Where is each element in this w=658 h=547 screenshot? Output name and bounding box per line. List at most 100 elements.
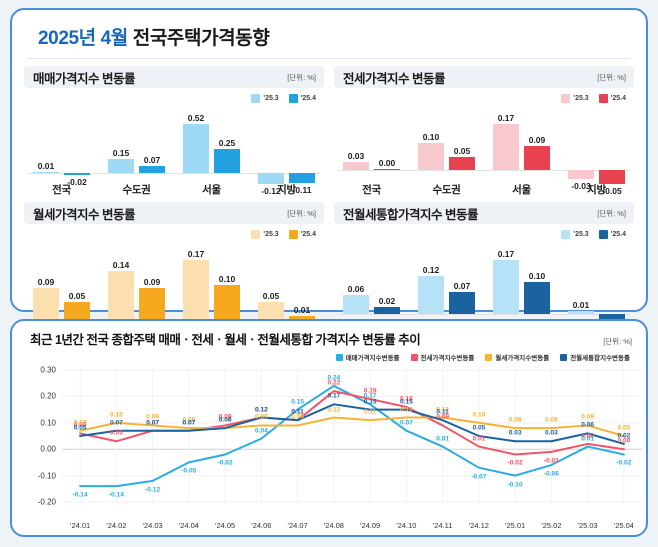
trend-point-label: 0.09 (218, 413, 232, 421)
x-axis-tick-label: '25.03 (577, 521, 598, 530)
bar (599, 313, 625, 320)
bar-column: 0.02 (372, 242, 402, 334)
legend-label: '25.4 (610, 95, 626, 102)
bar-value-label: -0.03 (571, 180, 591, 191)
trend-header: 최근 1년간 전국 종합주택 매매ㆍ전세ㆍ월세ㆍ전월세통합 가격지수 변동률 추… (22, 329, 636, 348)
panel-plot: 0.01 -0.02 전국 0.15 0.07 수도권 0.52 0.25 서울 -0.12 -0.… (24, 106, 324, 198)
legend-swatch-icon (485, 353, 493, 361)
legend-swatch-icon (288, 230, 298, 239)
trend-point-label: 0.07 (109, 419, 123, 427)
y-axis-tick-label: 0.20 (40, 391, 56, 401)
bar-value-label: 0.01 (37, 160, 55, 171)
bar (108, 270, 134, 320)
trend-unit-note: [단위: %] (603, 337, 632, 346)
bar-column: -0.05 (597, 106, 627, 198)
trend-point-label: 0.06 (581, 421, 595, 429)
trend-point-label: -0.02 (217, 459, 233, 467)
bar-pair: 0.52 0.25 (174, 106, 249, 198)
bar-column: 0.14 (106, 242, 136, 334)
bar-pair: -0.03 -0.05 (559, 106, 634, 198)
bar-column: 0.17 (491, 242, 521, 334)
bar-column: -0.11 (287, 106, 317, 198)
bar-column: 0.07 (447, 242, 477, 334)
trend-point-label: 0.15 (363, 398, 377, 406)
bar (64, 302, 90, 320)
legend-swatch-icon (561, 230, 571, 239)
bar-value-label: 0.05 (453, 145, 471, 156)
legend-label: '25.3 (573, 231, 589, 238)
panel-unit-note: [단위: %] (287, 72, 316, 82)
bar-pair: 0.17 0.09 (484, 106, 559, 198)
trend-point-label: 0.17 (363, 392, 377, 400)
bar-category-label: 서울 (202, 184, 221, 196)
bar-column: 0.10 (522, 242, 552, 334)
trend-point-label: 0.08 (218, 416, 232, 424)
bar (33, 288, 59, 320)
bar (524, 282, 550, 314)
bar-value-label: 0.17 (497, 249, 515, 259)
bar (449, 291, 475, 314)
trend-point-label: 0.08 (508, 416, 522, 424)
trend-point-label: 0.03 (109, 429, 123, 437)
legend-label: '25.3 (573, 95, 589, 102)
bar-column: 0.05 (62, 242, 92, 334)
bar-value-label: 0.07 (453, 280, 471, 291)
legend-swatch-icon (251, 94, 261, 103)
bar-group: 0.17 0.09 서울 (484, 106, 559, 198)
bar-value-label: -0.12 (261, 186, 281, 196)
bar-category-label: 서울 (512, 184, 531, 196)
bar-pair: 0.01 -0.02 (24, 106, 99, 198)
trend-legend: 매매가격지수변동률 전세가격지수변동률 월세가격지수변동률 전월세통합지수변동률 (22, 352, 636, 362)
panel-title: 전월세통합가격지수 변동률 (343, 207, 478, 222)
trend-point-label: 0.00 (617, 437, 631, 445)
bar-pair: 0.09 0.05 (24, 242, 99, 334)
bar-value-label: 0.05 (68, 291, 86, 302)
trend-point-label: -0.07 (471, 473, 487, 481)
bar-value-label: 0.09 (143, 277, 161, 288)
panel-title: 전세가격지수 변동률 (343, 71, 445, 86)
bar-group: 0.140.09수도권 (99, 242, 174, 334)
legend-label: 전세가격지수변동률 (420, 355, 475, 362)
bar (214, 149, 240, 173)
bar-value-label: 0.06 (347, 283, 365, 294)
bar-group: 0.01 -0.02 전국 (24, 106, 99, 198)
legend-swatch-icon (335, 353, 343, 361)
trend-point-label: 0.12 (254, 406, 268, 414)
trend-point-label: 0.05 (617, 424, 631, 432)
x-axis-tick-label: '24.01 (70, 521, 91, 530)
trend-point-label: 0.01 (436, 435, 450, 443)
y-axis-tick-label: -0.20 (37, 497, 56, 507)
x-axis-tick-label: '24.02 (106, 521, 127, 530)
bar (418, 143, 444, 171)
x-axis-tick-label: '25.02 (541, 521, 562, 530)
legend-item: '25.4 (598, 93, 626, 104)
panel-legend: '25.3 '25.4 (334, 93, 634, 104)
trend-point-label: 0.07 (399, 419, 413, 427)
trend-point-label: -0.06 (543, 470, 559, 478)
bar-value-label: -0.02 (67, 176, 87, 187)
trend-line (79, 384, 625, 488)
panel-legend: '25.3 '25.4 (334, 229, 634, 240)
bar-value-label: 0.52 (187, 113, 205, 123)
trend-legend-item: 매매가격지수변동률 (335, 352, 400, 362)
page-title-rest: 전국주택가격동향 (132, 28, 270, 49)
bar-column: 0.06 (341, 242, 371, 334)
x-axis-tick-label: '24.11 (432, 521, 453, 530)
y-axis-tick-label: -0.10 (37, 471, 56, 481)
trend-point-label: 0.02 (581, 432, 595, 440)
bar-column: 0.52 (181, 106, 211, 198)
title-divider (28, 58, 630, 59)
trend-line (79, 403, 625, 445)
bar-pair: -0.12 -0.11 (249, 106, 324, 198)
bar-groups: 0.01 -0.02 전국 0.15 0.07 수도권 0.52 0.25 서울 -0.12 -0.… (24, 106, 324, 198)
x-axis-tick-label: '24.04 (178, 521, 199, 530)
bar-value-label: 0.10 (528, 271, 546, 282)
x-axis-tick-label: '24.06 (251, 521, 272, 530)
trend-point-label: 0.15 (291, 398, 305, 406)
legend-label: '25.3 (263, 95, 279, 102)
legend-swatch-icon (288, 94, 298, 103)
bar-pair: 0.15 0.07 (99, 106, 174, 198)
panel-unit-note: [단위: %] (597, 72, 626, 82)
